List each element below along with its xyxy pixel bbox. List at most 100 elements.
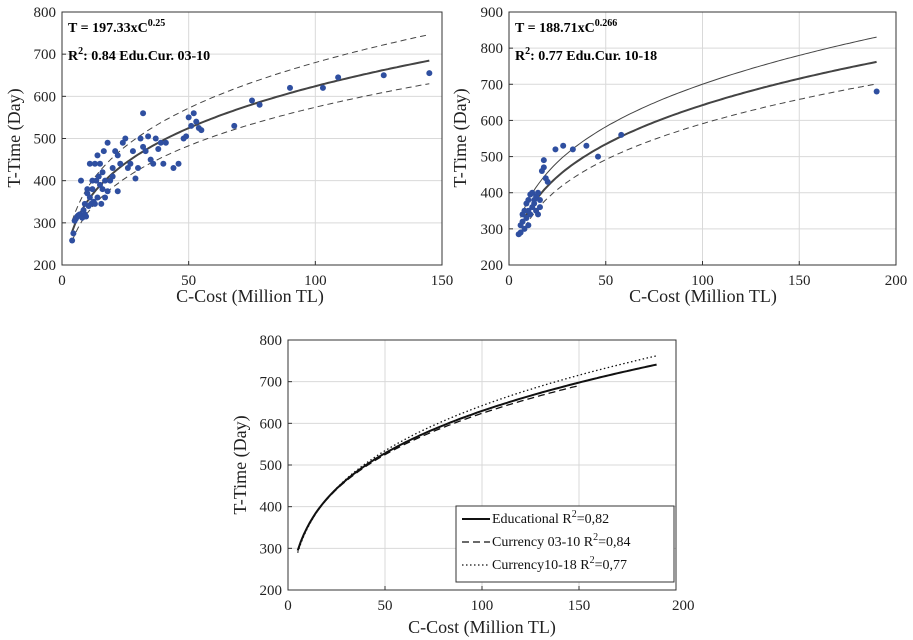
data-point bbox=[114, 188, 121, 195]
plot-frame bbox=[508, 11, 897, 266]
data-point bbox=[97, 160, 103, 167]
data-point bbox=[114, 152, 121, 159]
fit-curve bbox=[519, 60, 877, 228]
data-point bbox=[132, 175, 139, 182]
fit-equation: T = 188.71xC0.266 bbox=[515, 18, 617, 36]
x-axis-label: C-Cost (Million TL) bbox=[176, 286, 324, 307]
data-point bbox=[109, 173, 116, 180]
data-point bbox=[95, 173, 102, 180]
chart-panel-1: 0 50 100 150 200 300 400 500 600 700 800 C-Cost (Mi… bbox=[4, 5, 453, 307]
data-point bbox=[102, 194, 109, 201]
data-point bbox=[152, 135, 159, 142]
series-line-2 bbox=[297, 384, 580, 551]
y-tick-label: 400 bbox=[481, 186, 504, 202]
data-point bbox=[100, 148, 107, 155]
y-tick-label: 700 bbox=[260, 375, 283, 391]
y-tick-label: 300 bbox=[34, 216, 57, 232]
legend: Educational R2=0,82 Currency 03-10 R2=0,8… bbox=[455, 505, 675, 583]
data-point bbox=[160, 160, 167, 167]
x-tick-label: 0 bbox=[58, 273, 66, 289]
data-point bbox=[544, 178, 551, 185]
plot-content bbox=[515, 36, 880, 238]
data-point bbox=[84, 186, 91, 193]
data-point bbox=[540, 164, 547, 171]
plot-content bbox=[69, 34, 433, 244]
data-point bbox=[78, 177, 84, 184]
y-tick-label: 500 bbox=[34, 132, 57, 148]
data-point bbox=[231, 122, 238, 129]
x-tick-label: 100 bbox=[691, 273, 714, 289]
data-point bbox=[519, 218, 526, 225]
x-tick-label: 0 bbox=[505, 273, 513, 289]
upper-bound-line bbox=[71, 34, 430, 222]
y-tick-label: 200 bbox=[260, 583, 283, 599]
x-tick-label: 50 bbox=[181, 273, 196, 289]
data-point bbox=[517, 229, 524, 236]
data-point bbox=[150, 160, 157, 167]
data-point bbox=[109, 165, 116, 172]
y-axis-label: T-Time (Day) bbox=[4, 88, 25, 187]
data-point bbox=[129, 148, 136, 155]
y-tick-label: 700 bbox=[481, 77, 504, 93]
y-tick-label: 600 bbox=[34, 89, 57, 105]
chart-panel-2: 0 50 100 150 200 200 300 400 500 600 700 800 900 C-Co… bbox=[450, 5, 907, 307]
data-point bbox=[135, 165, 141, 172]
y-tick-label: 800 bbox=[481, 41, 504, 57]
data-point bbox=[98, 200, 105, 207]
y-tick-label: 800 bbox=[260, 333, 283, 349]
data-point bbox=[540, 157, 547, 164]
data-point bbox=[188, 122, 195, 129]
data-point bbox=[183, 133, 190, 140]
data-point bbox=[552, 146, 559, 153]
y-tick-label: 500 bbox=[481, 150, 504, 166]
lower-bound-line bbox=[71, 83, 430, 242]
y-axis-label: T-Time (Day) bbox=[230, 415, 251, 514]
data-point bbox=[70, 230, 77, 237]
data-point bbox=[155, 146, 162, 153]
data-point bbox=[91, 200, 98, 207]
r-squared-label: R2: 0.84 Edu.Cur. 03-10 bbox=[68, 46, 210, 64]
data-point bbox=[102, 177, 109, 184]
data-point bbox=[122, 135, 129, 142]
legend-label-2: Currency 03-10 R2=0,84 bbox=[492, 532, 631, 550]
r-squared-label: R2: 0.77 Edu.Cur. 10-18 bbox=[515, 46, 657, 64]
data-point bbox=[83, 213, 90, 220]
data-point bbox=[89, 186, 96, 193]
x-tick-label: 100 bbox=[304, 273, 327, 289]
data-point bbox=[525, 222, 532, 229]
data-point bbox=[521, 225, 528, 232]
plot-frame bbox=[61, 11, 443, 266]
data-point bbox=[527, 211, 534, 218]
data-point bbox=[91, 160, 98, 167]
chart-panel-3: 0 50 100 150 200 200 300 400 500 600 700 800 C-Cost … bbox=[230, 333, 695, 638]
x-tick-label: 150 bbox=[788, 273, 811, 289]
data-point bbox=[190, 110, 197, 117]
data-point bbox=[145, 133, 152, 140]
data-point bbox=[569, 146, 576, 153]
y-tick-label: 600 bbox=[260, 416, 283, 432]
y-tick-label: 600 bbox=[481, 113, 504, 129]
data-point bbox=[873, 88, 880, 95]
data-point bbox=[523, 215, 530, 222]
data-point bbox=[104, 188, 111, 195]
data-point bbox=[583, 142, 590, 149]
x-axis-label: C-Cost (Million TL) bbox=[408, 617, 556, 638]
data-point bbox=[185, 114, 192, 121]
y-tick-label: 900 bbox=[481, 5, 504, 21]
data-point bbox=[94, 152, 101, 159]
data-point bbox=[86, 160, 93, 167]
data-point bbox=[193, 118, 200, 125]
data-point bbox=[335, 74, 342, 81]
y-tick-label: 700 bbox=[34, 47, 57, 63]
plot-content bbox=[296, 355, 657, 553]
data-point bbox=[536, 196, 543, 203]
legend-label-3: Currency10-18 R2=0,77 bbox=[492, 555, 627, 573]
data-point bbox=[94, 194, 101, 201]
series-line-1 bbox=[296, 363, 657, 551]
data-point bbox=[162, 139, 169, 146]
data-point bbox=[426, 70, 433, 77]
data-point bbox=[117, 160, 124, 167]
data-point bbox=[380, 72, 387, 79]
data-point bbox=[525, 196, 532, 203]
y-tick-label: 400 bbox=[34, 174, 57, 190]
